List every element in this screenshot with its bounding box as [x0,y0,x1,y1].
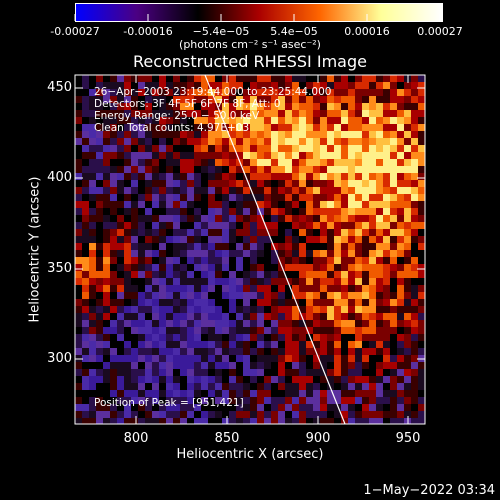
y-tick-label: 450 [47,80,72,95]
colorbar-tick-label: 0.00016 [344,25,390,38]
info-peak-position: Position of Peak = [951,421] [94,397,244,409]
colorbar-tick-label: 0.00027 [417,25,463,38]
x-tick-label: 950 [395,431,421,446]
colorbar-tick-label: −5.4e−05 [192,25,250,38]
y-axis-ticks [75,87,425,360]
y-tick-label: 400 [47,170,72,185]
colorbar-tick-label: 5.4e−05 [270,25,318,38]
colorbar-tick-label: -0.00027 [50,25,100,38]
info-time-range: 26−Apr−2003 23:19:44.000 to 23:25:44.000 [94,86,332,98]
y-axis-label: Heliocentric Y (arcsec) [27,176,43,323]
plot-title: Reconstructed RHESSI Image [133,52,367,71]
x-axis-label: Heliocentric X (arcsec) [176,447,324,462]
info-detectors: Detectors: 3F 4F 5F 6F 7F 8F, Att: 0 [94,98,281,110]
info-energy-range: Energy Range: 25.0 − 50.0 keV [94,110,260,122]
y-tick-label: 350 [47,261,72,276]
colorbar-unit-label: (photons cm⁻² s⁻¹ asec⁻²) [179,38,321,51]
x-tick-label: 850 [214,431,240,446]
info-clean-counts: Clean Total counts: 4.97E+03 [94,122,250,134]
rhessi-image [75,75,425,424]
y-tick-label: 300 [47,351,72,366]
plot-frame [74,74,426,425]
colorbar [75,3,443,22]
x-tick-label: 900 [305,431,331,446]
x-axis-ticks [135,75,409,424]
colorbar-tick-label: -0.00016 [123,25,173,38]
solar-limb-line [204,74,346,425]
x-tick-label: 800 [123,431,149,446]
footer-date: 1−May−2022 03:34 [363,483,495,498]
